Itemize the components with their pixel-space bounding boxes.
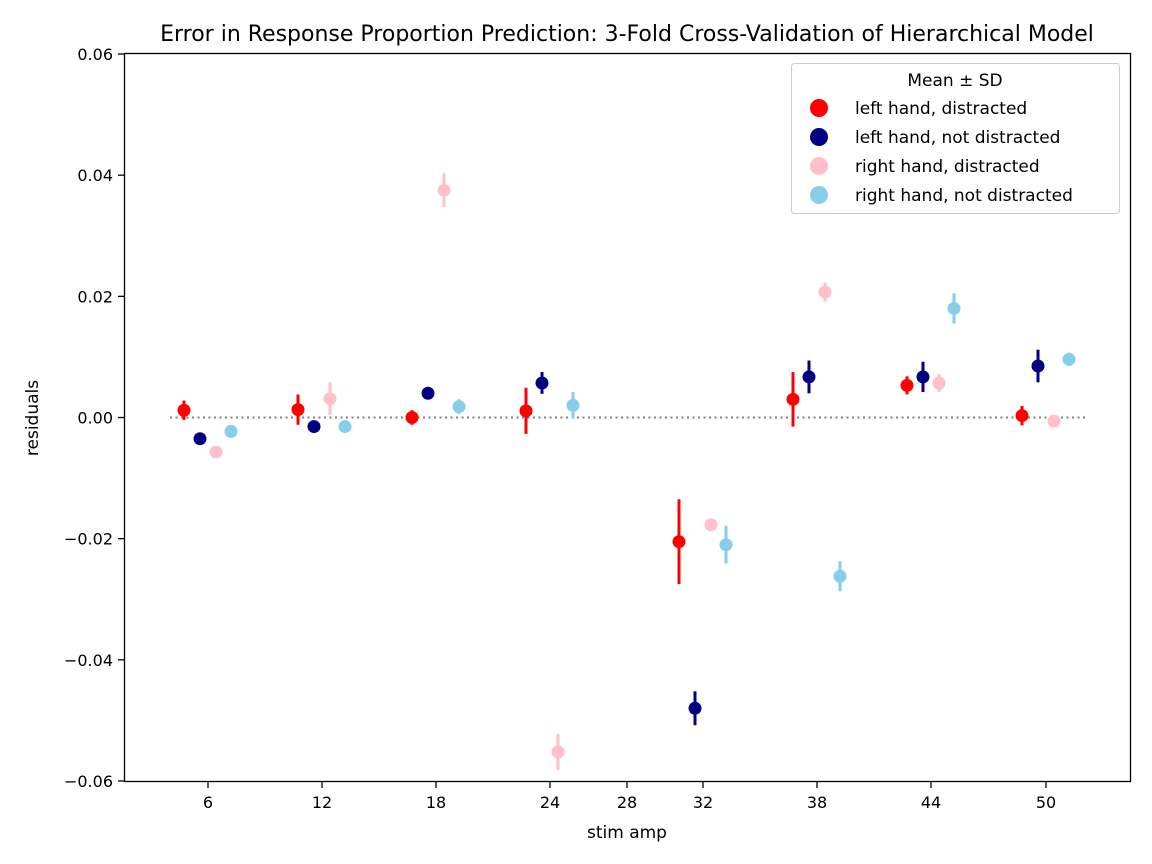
data-point	[1047, 414, 1061, 428]
x-tick-label: 6	[203, 793, 213, 812]
x-tick-label: 50	[1036, 793, 1056, 812]
data-point	[688, 701, 702, 715]
x-tick-label: 38	[807, 793, 827, 812]
legend: Mean ± SD left hand, distracted left hand…	[791, 63, 1120, 214]
x-tick-label: 28	[617, 793, 637, 812]
plot-frame	[123, 52, 1132, 783]
data-point	[291, 403, 305, 417]
data-points-layer	[177, 173, 1076, 771]
y-tick-label: 0.02	[77, 287, 113, 306]
y-tick-label: 0.06	[77, 45, 113, 64]
x-tick-label: 12	[312, 793, 332, 812]
chart-title: Error in Response Proportion Prediction:…	[160, 22, 1094, 47]
data-point	[209, 445, 223, 459]
legend-marker	[810, 99, 828, 117]
data-point	[818, 285, 832, 299]
legend-entry-label: left hand, distracted	[855, 99, 1027, 119]
data-point	[566, 398, 580, 412]
legend-marker	[810, 157, 828, 175]
data-point	[932, 376, 946, 390]
y-tick-label: −0.04	[64, 651, 113, 670]
data-point	[535, 376, 549, 390]
data-point	[900, 378, 914, 392]
y-tick-label: 0.00	[77, 409, 113, 428]
data-point	[551, 745, 565, 759]
data-point	[719, 538, 733, 552]
data-point	[177, 403, 191, 417]
data-point	[947, 301, 961, 315]
data-point	[1015, 409, 1029, 423]
legend-title: Mean ± SD	[907, 71, 1002, 91]
axes-layer: 0.06 0.04 0.02 0.00 −0.02 −0.04 −0.06 6 12 18 24 28…	[64, 45, 1056, 812]
data-point	[452, 400, 466, 414]
data-point	[786, 392, 800, 406]
data-point	[437, 183, 451, 197]
data-point	[421, 386, 435, 400]
legend-entry-label: right hand, not distracted	[855, 186, 1073, 206]
data-point	[323, 392, 337, 406]
x-tick-label: 18	[426, 793, 446, 812]
legend-marker	[810, 128, 828, 146]
data-point	[672, 535, 686, 549]
data-point	[802, 370, 816, 384]
data-point	[519, 404, 533, 418]
data-point	[833, 569, 847, 583]
data-point	[1062, 352, 1076, 366]
y-axis-label: residuals	[23, 380, 43, 456]
y-tick-label: 0.04	[77, 166, 113, 185]
data-point	[193, 432, 207, 446]
y-tick-label: −0.06	[64, 772, 113, 791]
data-point	[307, 420, 321, 434]
data-point	[405, 411, 419, 424]
data-point	[224, 424, 238, 438]
x-tick-label: 24	[540, 793, 560, 812]
legend-box	[791, 63, 1120, 214]
x-tick-label: 32	[693, 793, 713, 812]
x-tick-label: 44	[921, 793, 941, 812]
legend-marker	[810, 186, 828, 204]
legend-entry-label: right hand, distracted	[855, 157, 1040, 177]
y-tick-label: −0.02	[64, 530, 113, 549]
data-point	[338, 420, 352, 434]
data-point	[704, 518, 718, 532]
data-point	[1031, 359, 1045, 373]
legend-entry-label: left hand, not distracted	[855, 128, 1060, 148]
x-axis-label: stim amp	[587, 823, 667, 843]
data-point	[916, 370, 930, 384]
